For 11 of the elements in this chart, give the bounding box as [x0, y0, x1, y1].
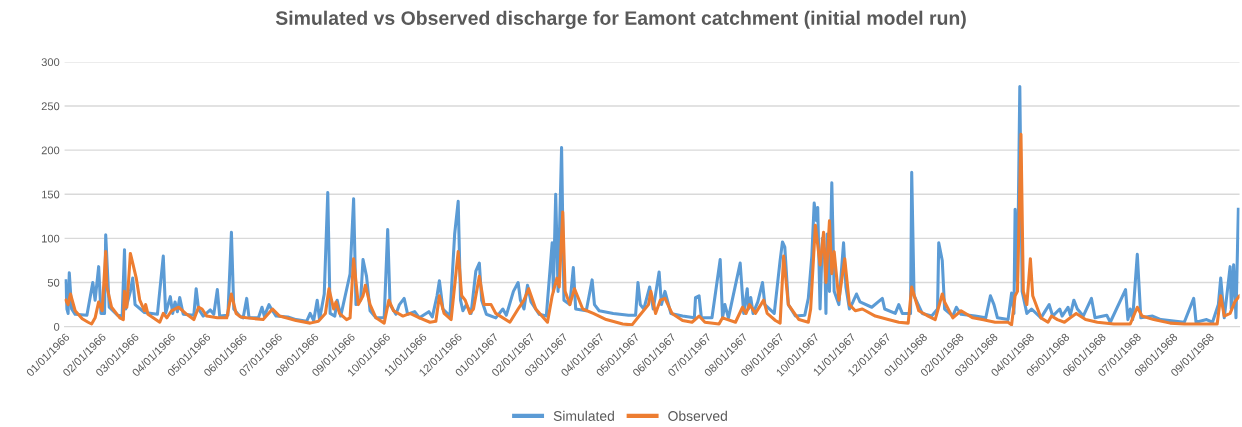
y-tick-label: 0 — [53, 322, 60, 331]
chart-title: Simulated vs Observed discharge for Eamont catchment (initial model run) — [275, 10, 966, 29]
y-tick-label: 150 — [42, 190, 60, 199]
y-tick-label: 50 — [47, 278, 60, 287]
legend-label: Simulated — [553, 410, 614, 421]
y-tick-label: 100 — [42, 234, 60, 243]
y-tick-label: 250 — [41, 102, 60, 111]
line-series — [64, 132, 1240, 327]
legend-label: Observed — [668, 410, 727, 421]
y-tick-label: 300 — [41, 58, 60, 67]
y-tick-label: 200 — [41, 146, 60, 155]
